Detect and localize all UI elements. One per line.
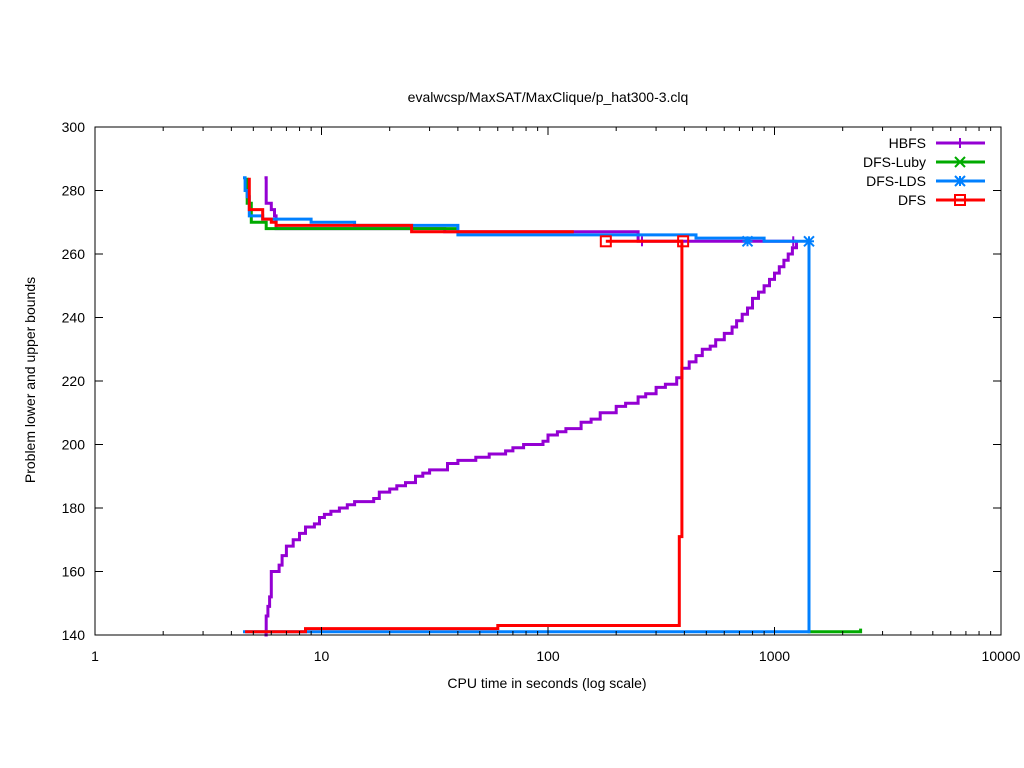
legend-marker-hbfs <box>955 138 965 148</box>
marker-stroke <box>677 235 690 248</box>
x-tick-label: 1000 <box>759 648 790 664</box>
y-tick-label: 220 <box>62 373 86 389</box>
point-marker-dfs-lds <box>741 235 754 248</box>
marker-stroke <box>803 235 815 248</box>
y-tick-label: 300 <box>62 119 86 135</box>
series-dfs-lds <box>243 176 815 634</box>
y-tick-label: 180 <box>62 500 86 516</box>
plot-frame <box>94 126 1002 636</box>
marker-stroke <box>954 194 966 206</box>
marker-stroke <box>599 235 612 248</box>
y-tick-label: 160 <box>62 564 86 580</box>
point-marker-dfs <box>599 235 612 248</box>
y-tick-label: 140 <box>62 627 86 643</box>
marker-stroke <box>954 156 966 168</box>
legend-marker-dfs <box>954 194 966 206</box>
series-line-dfs-luby <box>807 628 863 634</box>
series-line-dfs-lds <box>243 241 811 634</box>
x-tick-label: 1 <box>91 648 99 664</box>
series-dfs-luby <box>245 177 863 634</box>
x-tick-label: 10000 <box>982 648 1021 664</box>
y-tick-label: 280 <box>62 183 86 199</box>
x-tick-label: 10 <box>314 648 330 664</box>
marker-stroke <box>954 175 966 187</box>
marker-stroke <box>741 235 754 248</box>
legend-label-hbfs: HBFS <box>889 135 926 151</box>
y-axis-title: Problem lower and upper bounds <box>22 277 38 483</box>
legend: HBFS DFS-Luby DFS-LDS DFS <box>863 135 985 208</box>
series-hbfs <box>264 176 799 637</box>
series-dfs <box>245 177 690 634</box>
plot-area <box>243 176 863 637</box>
series-line-hbfs <box>264 241 798 637</box>
point-marker-dfs-lds <box>803 235 815 248</box>
y-tick-label: 200 <box>62 437 86 453</box>
x-axis-title: CPU time in seconds (log scale) <box>447 675 646 691</box>
series-line-dfs-lds <box>243 176 809 243</box>
series-line-dfs-luby <box>245 177 458 231</box>
y-tick-label: 240 <box>62 310 86 326</box>
chart-title: evalwcsp/MaxSAT/MaxClique/p_hat300-3.clq <box>408 89 689 105</box>
legend-label-dfs-lds: DFS-LDS <box>866 173 926 189</box>
series-line-dfs <box>247 177 574 234</box>
series-line-dfs <box>245 239 684 634</box>
legend-label-dfs-luby: DFS-Luby <box>863 154 926 170</box>
legend-label-dfs: DFS <box>898 192 926 208</box>
y-tick-label: 260 <box>62 246 86 262</box>
x-tick-label: 100 <box>536 648 560 664</box>
point-marker-dfs <box>677 235 690 248</box>
legend-marker-dfs-lds <box>954 175 966 187</box>
legend-marker-dfs-luby <box>954 156 966 168</box>
